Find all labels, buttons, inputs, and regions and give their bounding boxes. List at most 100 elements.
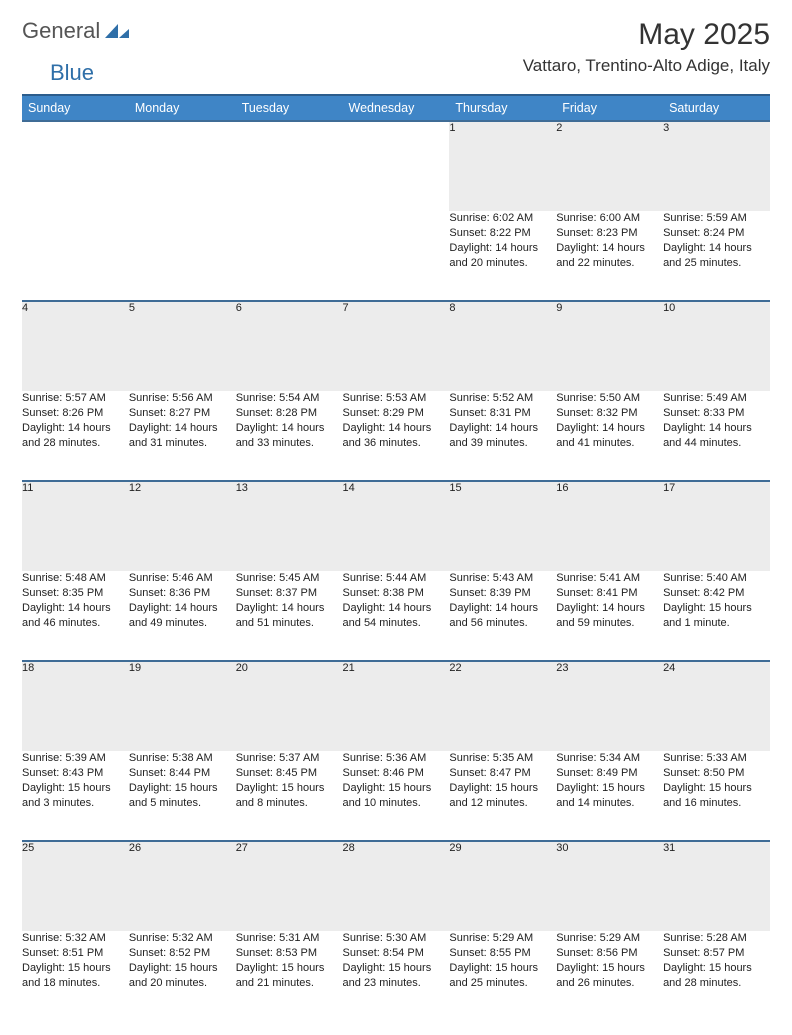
sunset-text: Sunset: 8:43 PM: [22, 766, 129, 781]
sunset-text: Sunset: 8:51 PM: [22, 946, 129, 961]
sunset-text: Sunset: 8:46 PM: [343, 766, 450, 781]
brand-triangle-icon: [105, 20, 129, 43]
daynum-row: 11121314151617: [22, 481, 770, 571]
day-number-cell: 28: [343, 841, 450, 931]
day-number-cell: 13: [236, 481, 343, 571]
day-detail-cell: Sunrise: 5:57 AMSunset: 8:26 PMDaylight:…: [22, 391, 129, 481]
sunrise-text: Sunrise: 5:32 AM: [22, 931, 129, 946]
day-detail-cell: Sunrise: 5:38 AMSunset: 8:44 PMDaylight:…: [129, 751, 236, 841]
day-detail-cell: Sunrise: 5:30 AMSunset: 8:54 PMDaylight:…: [343, 931, 450, 1021]
calendar-page: General May 2025 Vattaro, Trentino-Alto …: [0, 0, 792, 1035]
daylight-text: Daylight: 14 hours and 25 minutes.: [663, 241, 770, 271]
sunrise-text: Sunrise: 5:46 AM: [129, 571, 236, 586]
daylight-text: Daylight: 15 hours and 20 minutes.: [129, 961, 236, 991]
weekday-header: Monday: [129, 95, 236, 121]
sunset-text: Sunset: 8:55 PM: [449, 946, 556, 961]
day-detail-cell: [343, 211, 450, 301]
daylight-text: Daylight: 15 hours and 18 minutes.: [22, 961, 129, 991]
day-number-cell: [343, 121, 450, 211]
day-detail-cell: Sunrise: 5:29 AMSunset: 8:55 PMDaylight:…: [449, 931, 556, 1021]
daylight-text: Daylight: 15 hours and 28 minutes.: [663, 961, 770, 991]
sunrise-text: Sunrise: 5:50 AM: [556, 391, 663, 406]
day-detail-cell: Sunrise: 5:45 AMSunset: 8:37 PMDaylight:…: [236, 571, 343, 661]
sunrise-text: Sunrise: 6:00 AM: [556, 211, 663, 226]
daylight-text: Daylight: 15 hours and 5 minutes.: [129, 781, 236, 811]
weekday-header: Friday: [556, 95, 663, 121]
sunset-text: Sunset: 8:32 PM: [556, 406, 663, 421]
sunset-text: Sunset: 8:52 PM: [129, 946, 236, 961]
day-number-cell: 11: [22, 481, 129, 571]
sunrise-text: Sunrise: 5:34 AM: [556, 751, 663, 766]
sunrise-text: Sunrise: 5:49 AM: [663, 391, 770, 406]
day-number-cell: 18: [22, 661, 129, 751]
daylight-text: Daylight: 15 hours and 3 minutes.: [22, 781, 129, 811]
day-number-cell: 9: [556, 301, 663, 391]
day-detail-cell: Sunrise: 5:34 AMSunset: 8:49 PMDaylight:…: [556, 751, 663, 841]
sunset-text: Sunset: 8:26 PM: [22, 406, 129, 421]
weekday-header: Thursday: [449, 95, 556, 121]
day-number-cell: 31: [663, 841, 770, 931]
day-detail-cell: Sunrise: 5:39 AMSunset: 8:43 PMDaylight:…: [22, 751, 129, 841]
sunrise-text: Sunrise: 5:29 AM: [556, 931, 663, 946]
sunset-text: Sunset: 8:54 PM: [343, 946, 450, 961]
sunrise-text: Sunrise: 5:54 AM: [236, 391, 343, 406]
day-detail-cell: Sunrise: 5:40 AMSunset: 8:42 PMDaylight:…: [663, 571, 770, 661]
daynum-row: 25262728293031: [22, 841, 770, 931]
sunrise-text: Sunrise: 5:37 AM: [236, 751, 343, 766]
sunrise-text: Sunrise: 5:33 AM: [663, 751, 770, 766]
sunset-text: Sunset: 8:27 PM: [129, 406, 236, 421]
day-detail-cell: Sunrise: 5:31 AMSunset: 8:53 PMDaylight:…: [236, 931, 343, 1021]
day-detail-cell: Sunrise: 5:56 AMSunset: 8:27 PMDaylight:…: [129, 391, 236, 481]
day-number-cell: 16: [556, 481, 663, 571]
sunset-text: Sunset: 8:42 PM: [663, 586, 770, 601]
weekday-header: Saturday: [663, 95, 770, 121]
day-number-cell: 8: [449, 301, 556, 391]
day-detail-cell: Sunrise: 6:00 AMSunset: 8:23 PMDaylight:…: [556, 211, 663, 301]
daylight-text: Daylight: 15 hours and 14 minutes.: [556, 781, 663, 811]
sunrise-text: Sunrise: 5:57 AM: [22, 391, 129, 406]
daylight-text: Daylight: 15 hours and 12 minutes.: [449, 781, 556, 811]
sunrise-text: Sunrise: 5:53 AM: [343, 391, 450, 406]
daylight-text: Daylight: 14 hours and 22 minutes.: [556, 241, 663, 271]
day-number-cell: 1: [449, 121, 556, 211]
day-number-cell: [236, 121, 343, 211]
day-number-cell: 2: [556, 121, 663, 211]
day-detail-cell: [22, 211, 129, 301]
day-detail-cell: Sunrise: 5:46 AMSunset: 8:36 PMDaylight:…: [129, 571, 236, 661]
daylight-text: Daylight: 15 hours and 21 minutes.: [236, 961, 343, 991]
day-detail-cell: Sunrise: 5:59 AMSunset: 8:24 PMDaylight:…: [663, 211, 770, 301]
daylight-text: Daylight: 14 hours and 20 minutes.: [449, 241, 556, 271]
sunrise-text: Sunrise: 5:45 AM: [236, 571, 343, 586]
sunrise-text: Sunrise: 5:29 AM: [449, 931, 556, 946]
brand-logo: General: [22, 18, 131, 44]
day-number-cell: 26: [129, 841, 236, 931]
day-detail-cell: Sunrise: 5:36 AMSunset: 8:46 PMDaylight:…: [343, 751, 450, 841]
day-number-cell: 6: [236, 301, 343, 391]
sunset-text: Sunset: 8:47 PM: [449, 766, 556, 781]
day-detail-cell: Sunrise: 5:50 AMSunset: 8:32 PMDaylight:…: [556, 391, 663, 481]
calendar-table: SundayMondayTuesdayWednesdayThursdayFrid…: [22, 94, 770, 1021]
day-detail-cell: Sunrise: 5:52 AMSunset: 8:31 PMDaylight:…: [449, 391, 556, 481]
sunrise-text: Sunrise: 5:31 AM: [236, 931, 343, 946]
detail-row: Sunrise: 5:32 AMSunset: 8:51 PMDaylight:…: [22, 931, 770, 1021]
day-number-cell: 3: [663, 121, 770, 211]
sunrise-text: Sunrise: 5:40 AM: [663, 571, 770, 586]
sunset-text: Sunset: 8:23 PM: [556, 226, 663, 241]
day-detail-cell: Sunrise: 5:49 AMSunset: 8:33 PMDaylight:…: [663, 391, 770, 481]
day-detail-cell: Sunrise: 5:41 AMSunset: 8:41 PMDaylight:…: [556, 571, 663, 661]
sunset-text: Sunset: 8:45 PM: [236, 766, 343, 781]
detail-row: Sunrise: 5:57 AMSunset: 8:26 PMDaylight:…: [22, 391, 770, 481]
day-number-cell: 21: [343, 661, 450, 751]
sunset-text: Sunset: 8:31 PM: [449, 406, 556, 421]
sunset-text: Sunset: 8:49 PM: [556, 766, 663, 781]
day-number-cell: 25: [22, 841, 129, 931]
sunrise-text: Sunrise: 5:35 AM: [449, 751, 556, 766]
sunrise-text: Sunrise: 5:59 AM: [663, 211, 770, 226]
daynum-row: 45678910: [22, 301, 770, 391]
day-detail-cell: [236, 211, 343, 301]
sunset-text: Sunset: 8:35 PM: [22, 586, 129, 601]
daylight-text: Daylight: 14 hours and 54 minutes.: [343, 601, 450, 631]
sunrise-text: Sunrise: 5:41 AM: [556, 571, 663, 586]
daylight-text: Daylight: 15 hours and 26 minutes.: [556, 961, 663, 991]
sunrise-text: Sunrise: 5:44 AM: [343, 571, 450, 586]
